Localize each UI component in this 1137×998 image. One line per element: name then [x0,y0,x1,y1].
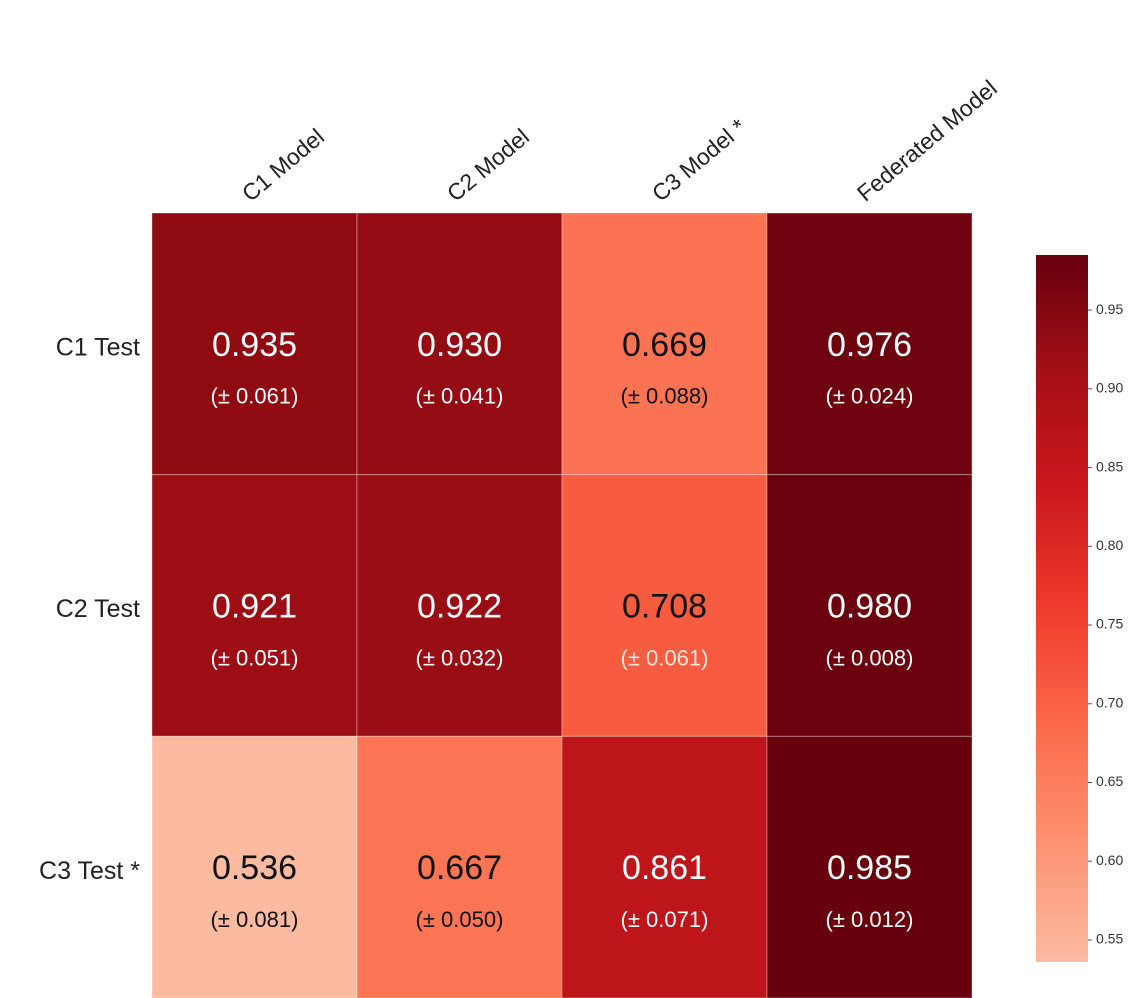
value-label: 0.930 [417,326,502,364]
error-label: (± 0.008) [826,645,914,670]
colorbar-tick-label: 0.70 [1096,694,1123,710]
colorbar-tick-label: 0.65 [1096,773,1123,789]
value-label: 0.935 [212,326,297,364]
colorbar-tick-label: 0.85 [1096,458,1123,474]
value-label: 0.980 [827,587,912,625]
value-label: 0.921 [212,587,297,625]
error-label: (± 0.051) [211,645,299,670]
heatmap-cell [561,212,768,476]
heatmap-cell [356,212,563,476]
heatmap-cell [561,474,768,737]
column-label: Federated Model [852,75,1002,207]
colorbar-tick-label: 0.95 [1096,301,1123,317]
heatmap-cell [766,735,973,998]
heatmap-cell [151,474,358,737]
colorbar-tick-label: 0.75 [1096,616,1123,632]
error-label: (± 0.088) [621,384,709,409]
row-label: C2 Test [56,595,140,623]
heatmap-cell [151,212,358,476]
value-label: 0.976 [827,326,912,364]
value-label: 0.985 [827,849,912,887]
row-label: C3 Test * [39,857,140,885]
row-label: C1 Test [56,333,140,361]
heatmap-cell [766,474,973,737]
value-label: 0.708 [622,587,707,625]
column-label: C3 Model * [647,113,751,206]
value-label: 0.922 [417,587,502,625]
value-label: 0.861 [622,849,707,887]
error-label: (± 0.012) [826,907,914,932]
error-label: (± 0.081) [211,907,299,932]
error-label: (± 0.071) [621,907,709,932]
error-label: (± 0.050) [416,907,504,932]
colorbar-tick-label: 0.55 [1096,931,1123,947]
heatmap-cell [766,212,973,476]
value-label: 0.536 [212,849,297,887]
colorbar-tick-label: 0.80 [1096,537,1123,553]
colorbar [1036,255,1088,962]
error-label: (± 0.024) [826,384,914,409]
error-label: (± 0.041) [416,384,504,409]
error-label: (± 0.032) [416,645,504,670]
heatmap-cell [356,735,563,998]
column-label: C1 Model [237,123,329,206]
value-label: 0.669 [622,326,707,364]
column-label: C2 Model [442,123,534,206]
value-label: 0.667 [417,849,502,887]
colorbar-tick-label: 0.60 [1096,852,1123,868]
error-label: (± 0.061) [621,645,709,670]
colorbar-tick-label: 0.90 [1096,380,1123,396]
heatmap-cell [356,474,563,737]
error-label: (± 0.061) [211,384,299,409]
